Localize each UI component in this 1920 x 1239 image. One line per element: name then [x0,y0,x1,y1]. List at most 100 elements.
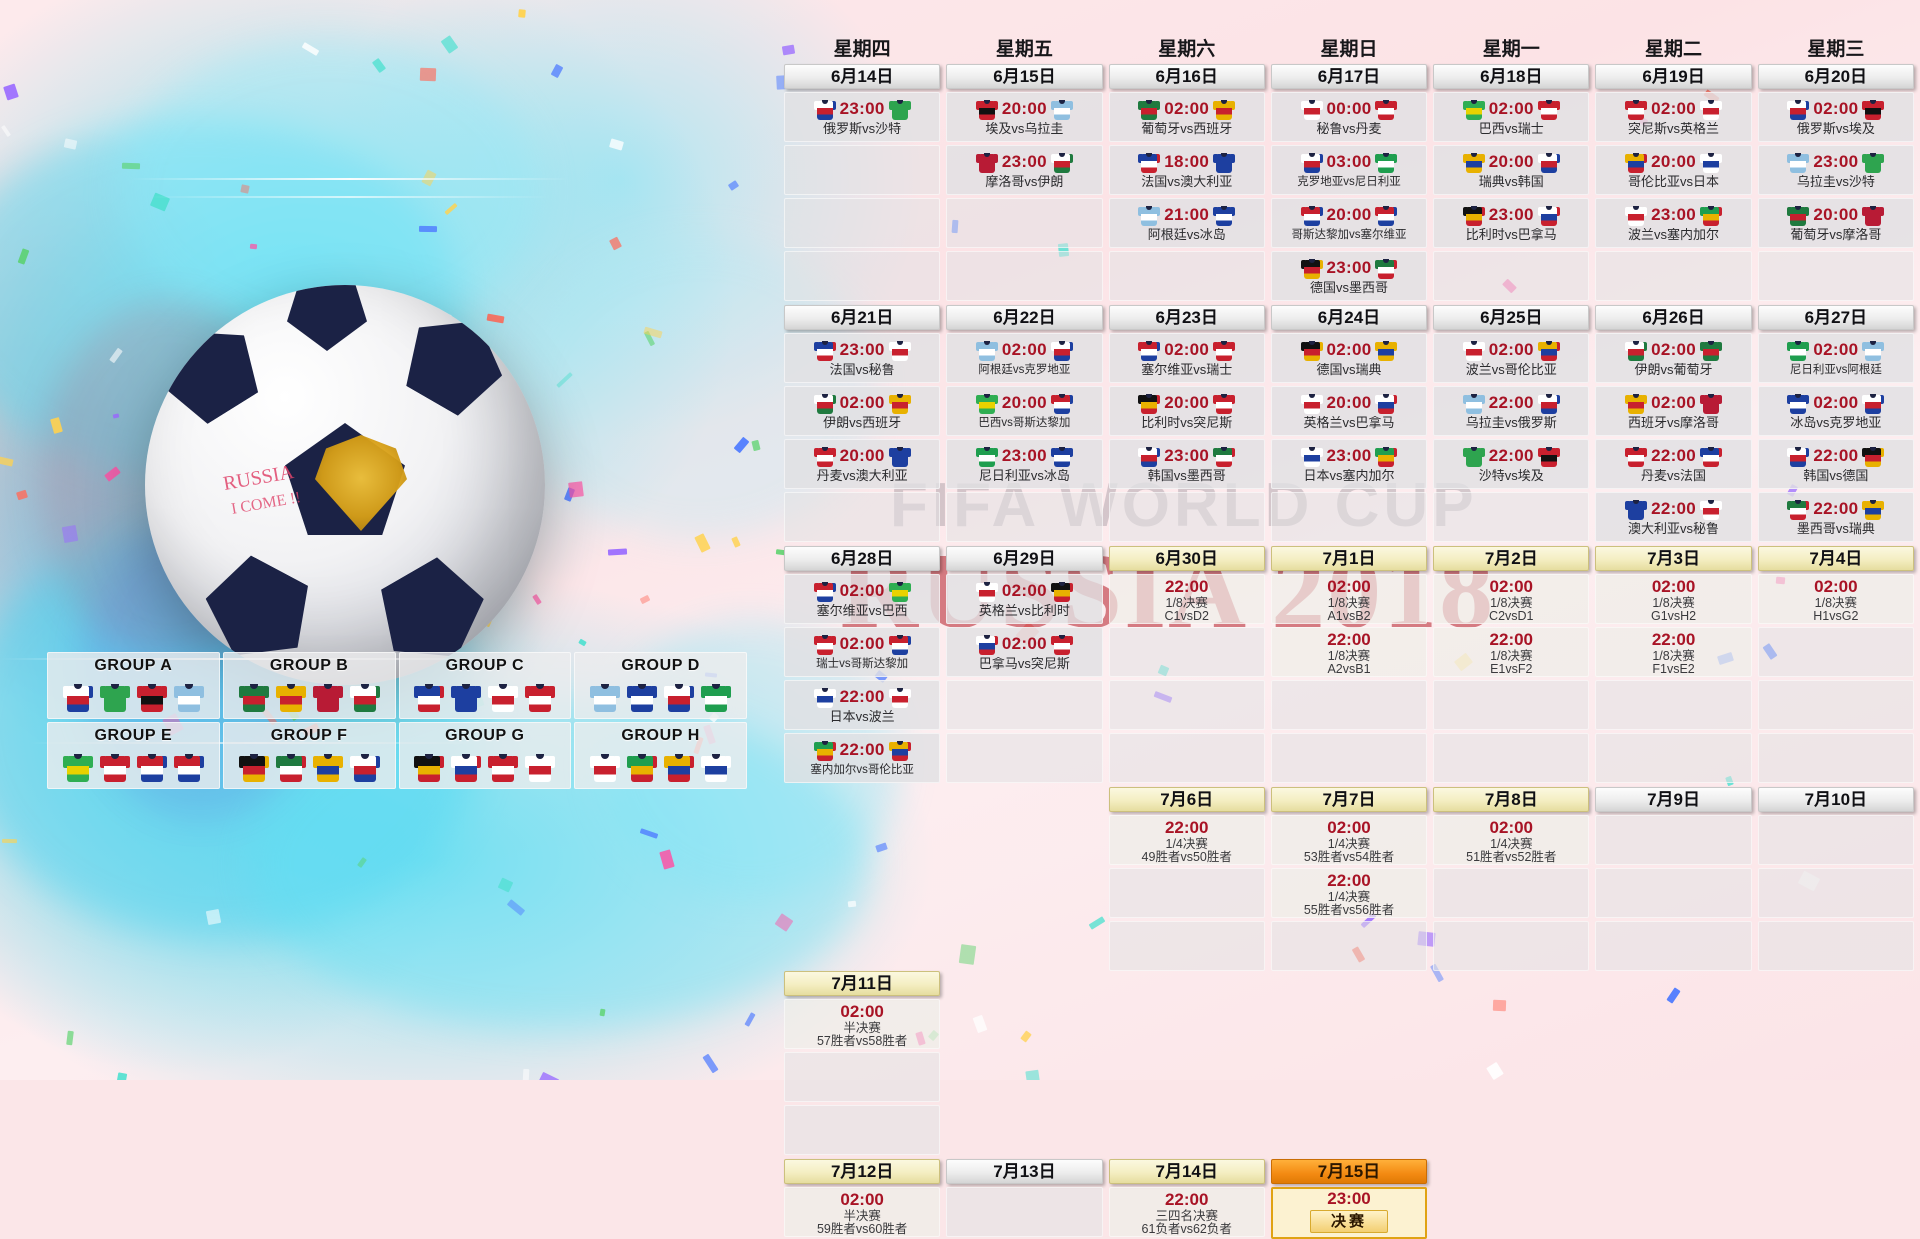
date-bar-7月14日[interactable]: 7月14日 [1108,1159,1265,1184]
match-cell[interactable]: 23:00 俄罗斯vs沙特 [784,92,941,142]
group-box-group-g[interactable]: GROUP G [398,722,572,789]
match-cell[interactable]: 02:00 巴西vs瑞士 [1433,92,1590,142]
date-bar-6月27日[interactable]: 6月27日 [1757,305,1914,330]
date-bar-6月30日[interactable]: 6月30日 [1108,546,1265,571]
match-cell[interactable]: 23:00 韩国vs墨西哥 [1108,439,1265,489]
group-box-group-h[interactable]: GROUP H [574,722,747,789]
match-cell[interactable]: 20:00 巴西vs哥斯达黎加 [946,386,1103,436]
match-cell[interactable]: 22:00 韩国vs德国 [1757,439,1914,489]
match-cell[interactable]: 00:00 秘鲁vs丹麦 [1270,92,1428,142]
date-bar-7月12日[interactable]: 7月12日 [784,1159,941,1184]
knockout-cell[interactable]: 02:00 1/4决赛 53胜者vs54胜者 [1270,815,1428,865]
knockout-cell[interactable]: 02:00 半决赛 57胜者vs58胜者 [784,999,941,1049]
match-cell[interactable]: 22:00 丹麦vs法国 [1595,439,1752,489]
final-match-cell[interactable]: 23:00 决赛 [1270,1187,1428,1239]
group-box-group-a[interactable]: GROUP A [47,652,220,719]
match-cell[interactable]: 02:00 波兰vs哥伦比亚 [1433,333,1590,383]
date-bar-6月18日[interactable]: 6月18日 [1433,64,1590,89]
match-cell[interactable]: 02:00 塞尔维亚vs巴西 [784,574,941,624]
knockout-cell[interactable]: 02:00 1/4决赛 51胜者vs52胜者 [1433,815,1590,865]
match-cell[interactable]: 22:00 塞内加尔vs哥伦比亚 [784,733,941,783]
date-bar-7月4日[interactable]: 7月4日 [1757,546,1914,571]
match-cell[interactable]: 02:00 阿根廷vs克罗地亚 [946,333,1103,383]
match-cell[interactable]: 23:00 乌拉圭vs沙特 [1757,145,1914,195]
date-bar-6月21日[interactable]: 6月21日 [784,305,941,330]
date-bar-6月15日[interactable]: 6月15日 [946,64,1103,89]
date-bar-7月10日[interactable]: 7月10日 [1757,787,1914,812]
match-cell[interactable]: 02:00 伊朗vs葡萄牙 [1595,333,1752,383]
date-bar-6月20日[interactable]: 6月20日 [1757,64,1914,89]
knockout-cell[interactable]: 02:00 1/8决赛 A1vsB2 [1270,574,1428,624]
match-cell[interactable]: 02:00 瑞士vs哥斯达黎加 [784,627,941,677]
knockout-cell[interactable]: 02:00 1/8决赛 G1vsH2 [1595,574,1752,624]
date-bar-7月6日[interactable]: 7月6日 [1108,787,1265,812]
match-cell[interactable]: 02:00 英格兰vs比利时 [946,574,1103,624]
knockout-cell[interactable]: 02:00 半决赛 59胜者vs60胜者 [784,1187,941,1237]
match-cell[interactable]: 20:00 哥伦比亚vs日本 [1595,145,1752,195]
match-cell[interactable]: 23:00 比利时vs巴拿马 [1433,198,1590,248]
group-box-group-d[interactable]: GROUP D [574,652,747,719]
match-cell[interactable]: 20:00 比利时vs突尼斯 [1108,386,1265,436]
knockout-cell[interactable]: 22:00 1/4决赛 49胜者vs50胜者 [1108,815,1265,865]
match-cell[interactable]: 02:00 伊朗vs西班牙 [784,386,941,436]
group-box-group-e[interactable]: GROUP E [47,722,220,789]
match-cell[interactable]: 02:00 葡萄牙vs西班牙 [1108,92,1265,142]
match-cell[interactable]: 22:00 日本vs波兰 [784,680,941,730]
knockout-cell[interactable]: 22:00 1/8决赛 E1vsF2 [1433,627,1590,677]
match-cell[interactable]: 22:00 澳大利亚vs秘鲁 [1595,492,1752,542]
match-cell[interactable]: 20:00 埃及vs乌拉圭 [946,92,1103,142]
match-cell[interactable]: 22:00 墨西哥vs瑞典 [1757,492,1914,542]
date-bar-6月16日[interactable]: 6月16日 [1108,64,1265,89]
date-bar-6月23日[interactable]: 6月23日 [1108,305,1265,330]
date-bar-7月2日[interactable]: 7月2日 [1433,546,1590,571]
group-box-group-f[interactable]: GROUP F [222,722,396,789]
match-cell[interactable]: 20:00 丹麦vs澳大利亚 [784,439,941,489]
match-cell[interactable]: 02:00 尼日利亚vs阿根廷 [1757,333,1914,383]
knockout-cell[interactable]: 22:00 三四名决赛 61负者vs62负者 [1108,1187,1265,1237]
match-cell[interactable]: 02:00 德国vs瑞典 [1270,333,1428,383]
date-bar-6月29日[interactable]: 6月29日 [946,546,1103,571]
match-cell[interactable]: 18:00 法国vs澳大利亚 [1108,145,1265,195]
date-bar-7月9日[interactable]: 7月9日 [1595,787,1752,812]
date-bar-7月13日[interactable]: 7月13日 [946,1159,1103,1184]
match-cell[interactable]: 02:00 俄罗斯vs埃及 [1757,92,1914,142]
knockout-cell[interactable]: 02:00 1/8决赛 C2vsD1 [1433,574,1590,624]
match-cell[interactable]: 02:00 突尼斯vs英格兰 [1595,92,1752,142]
date-bar-7月8日[interactable]: 7月8日 [1433,787,1590,812]
knockout-cell[interactable]: 22:00 1/8决赛 A2vsB1 [1270,627,1428,677]
match-cell[interactable]: 23:00 法国vs秘鲁 [784,333,941,383]
match-cell[interactable]: 02:00 冰岛vs克罗地亚 [1757,386,1914,436]
date-bar-6月28日[interactable]: 6月28日 [784,546,941,571]
match-cell[interactable]: 23:00 波兰vs塞内加尔 [1595,198,1752,248]
knockout-cell[interactable]: 02:00 1/8决赛 H1vsG2 [1757,574,1914,624]
date-bar-7月11日[interactable]: 7月11日 [784,971,941,996]
date-bar-6月14日[interactable]: 6月14日 [784,64,941,89]
match-cell[interactable]: 23:00 日本vs塞内加尔 [1270,439,1428,489]
match-cell[interactable]: 20:00 英格兰vs巴拿马 [1270,386,1428,436]
date-bar-6月25日[interactable]: 6月25日 [1433,305,1590,330]
date-bar-7月15日[interactable]: 7月15日 [1270,1159,1428,1184]
match-cell[interactable]: 02:00 巴拿马vs突尼斯 [946,627,1103,677]
date-bar-6月26日[interactable]: 6月26日 [1595,305,1752,330]
match-cell[interactable]: 23:00 德国vs墨西哥 [1270,251,1428,301]
date-bar-6月17日[interactable]: 6月17日 [1270,64,1428,89]
match-cell[interactable]: 03:00 克罗地亚vs尼日利亚 [1270,145,1428,195]
match-cell[interactable]: 02:00 西班牙vs摩洛哥 [1595,386,1752,436]
match-cell[interactable]: 23:00 尼日利亚vs冰岛 [946,439,1103,489]
match-cell[interactable]: 20:00 瑞典vs韩国 [1433,145,1590,195]
date-bar-6月24日[interactable]: 6月24日 [1270,305,1428,330]
date-bar-6月19日[interactable]: 6月19日 [1595,64,1752,89]
knockout-cell[interactable]: 22:00 1/4决赛 55胜者vs56胜者 [1270,868,1428,918]
match-cell[interactable]: 23:00 摩洛哥vs伊朗 [946,145,1103,195]
match-cell[interactable]: 22:00 乌拉圭vs俄罗斯 [1433,386,1590,436]
date-bar-6月22日[interactable]: 6月22日 [946,305,1103,330]
group-box-group-b[interactable]: GROUP B [222,652,396,719]
match-cell[interactable]: 22:00 沙特vs埃及 [1433,439,1590,489]
match-cell[interactable]: 20:00 哥斯达黎加vs塞尔维亚 [1270,198,1428,248]
match-cell[interactable]: 20:00 葡萄牙vs摩洛哥 [1757,198,1914,248]
match-cell[interactable]: 21:00 阿根廷vs冰岛 [1108,198,1265,248]
date-bar-7月1日[interactable]: 7月1日 [1270,546,1428,571]
match-cell[interactable]: 02:00 塞尔维亚vs瑞士 [1108,333,1265,383]
knockout-cell[interactable]: 22:00 1/8决赛 C1vsD2 [1108,574,1265,624]
knockout-cell[interactable]: 22:00 1/8决赛 F1vsE2 [1595,627,1752,677]
